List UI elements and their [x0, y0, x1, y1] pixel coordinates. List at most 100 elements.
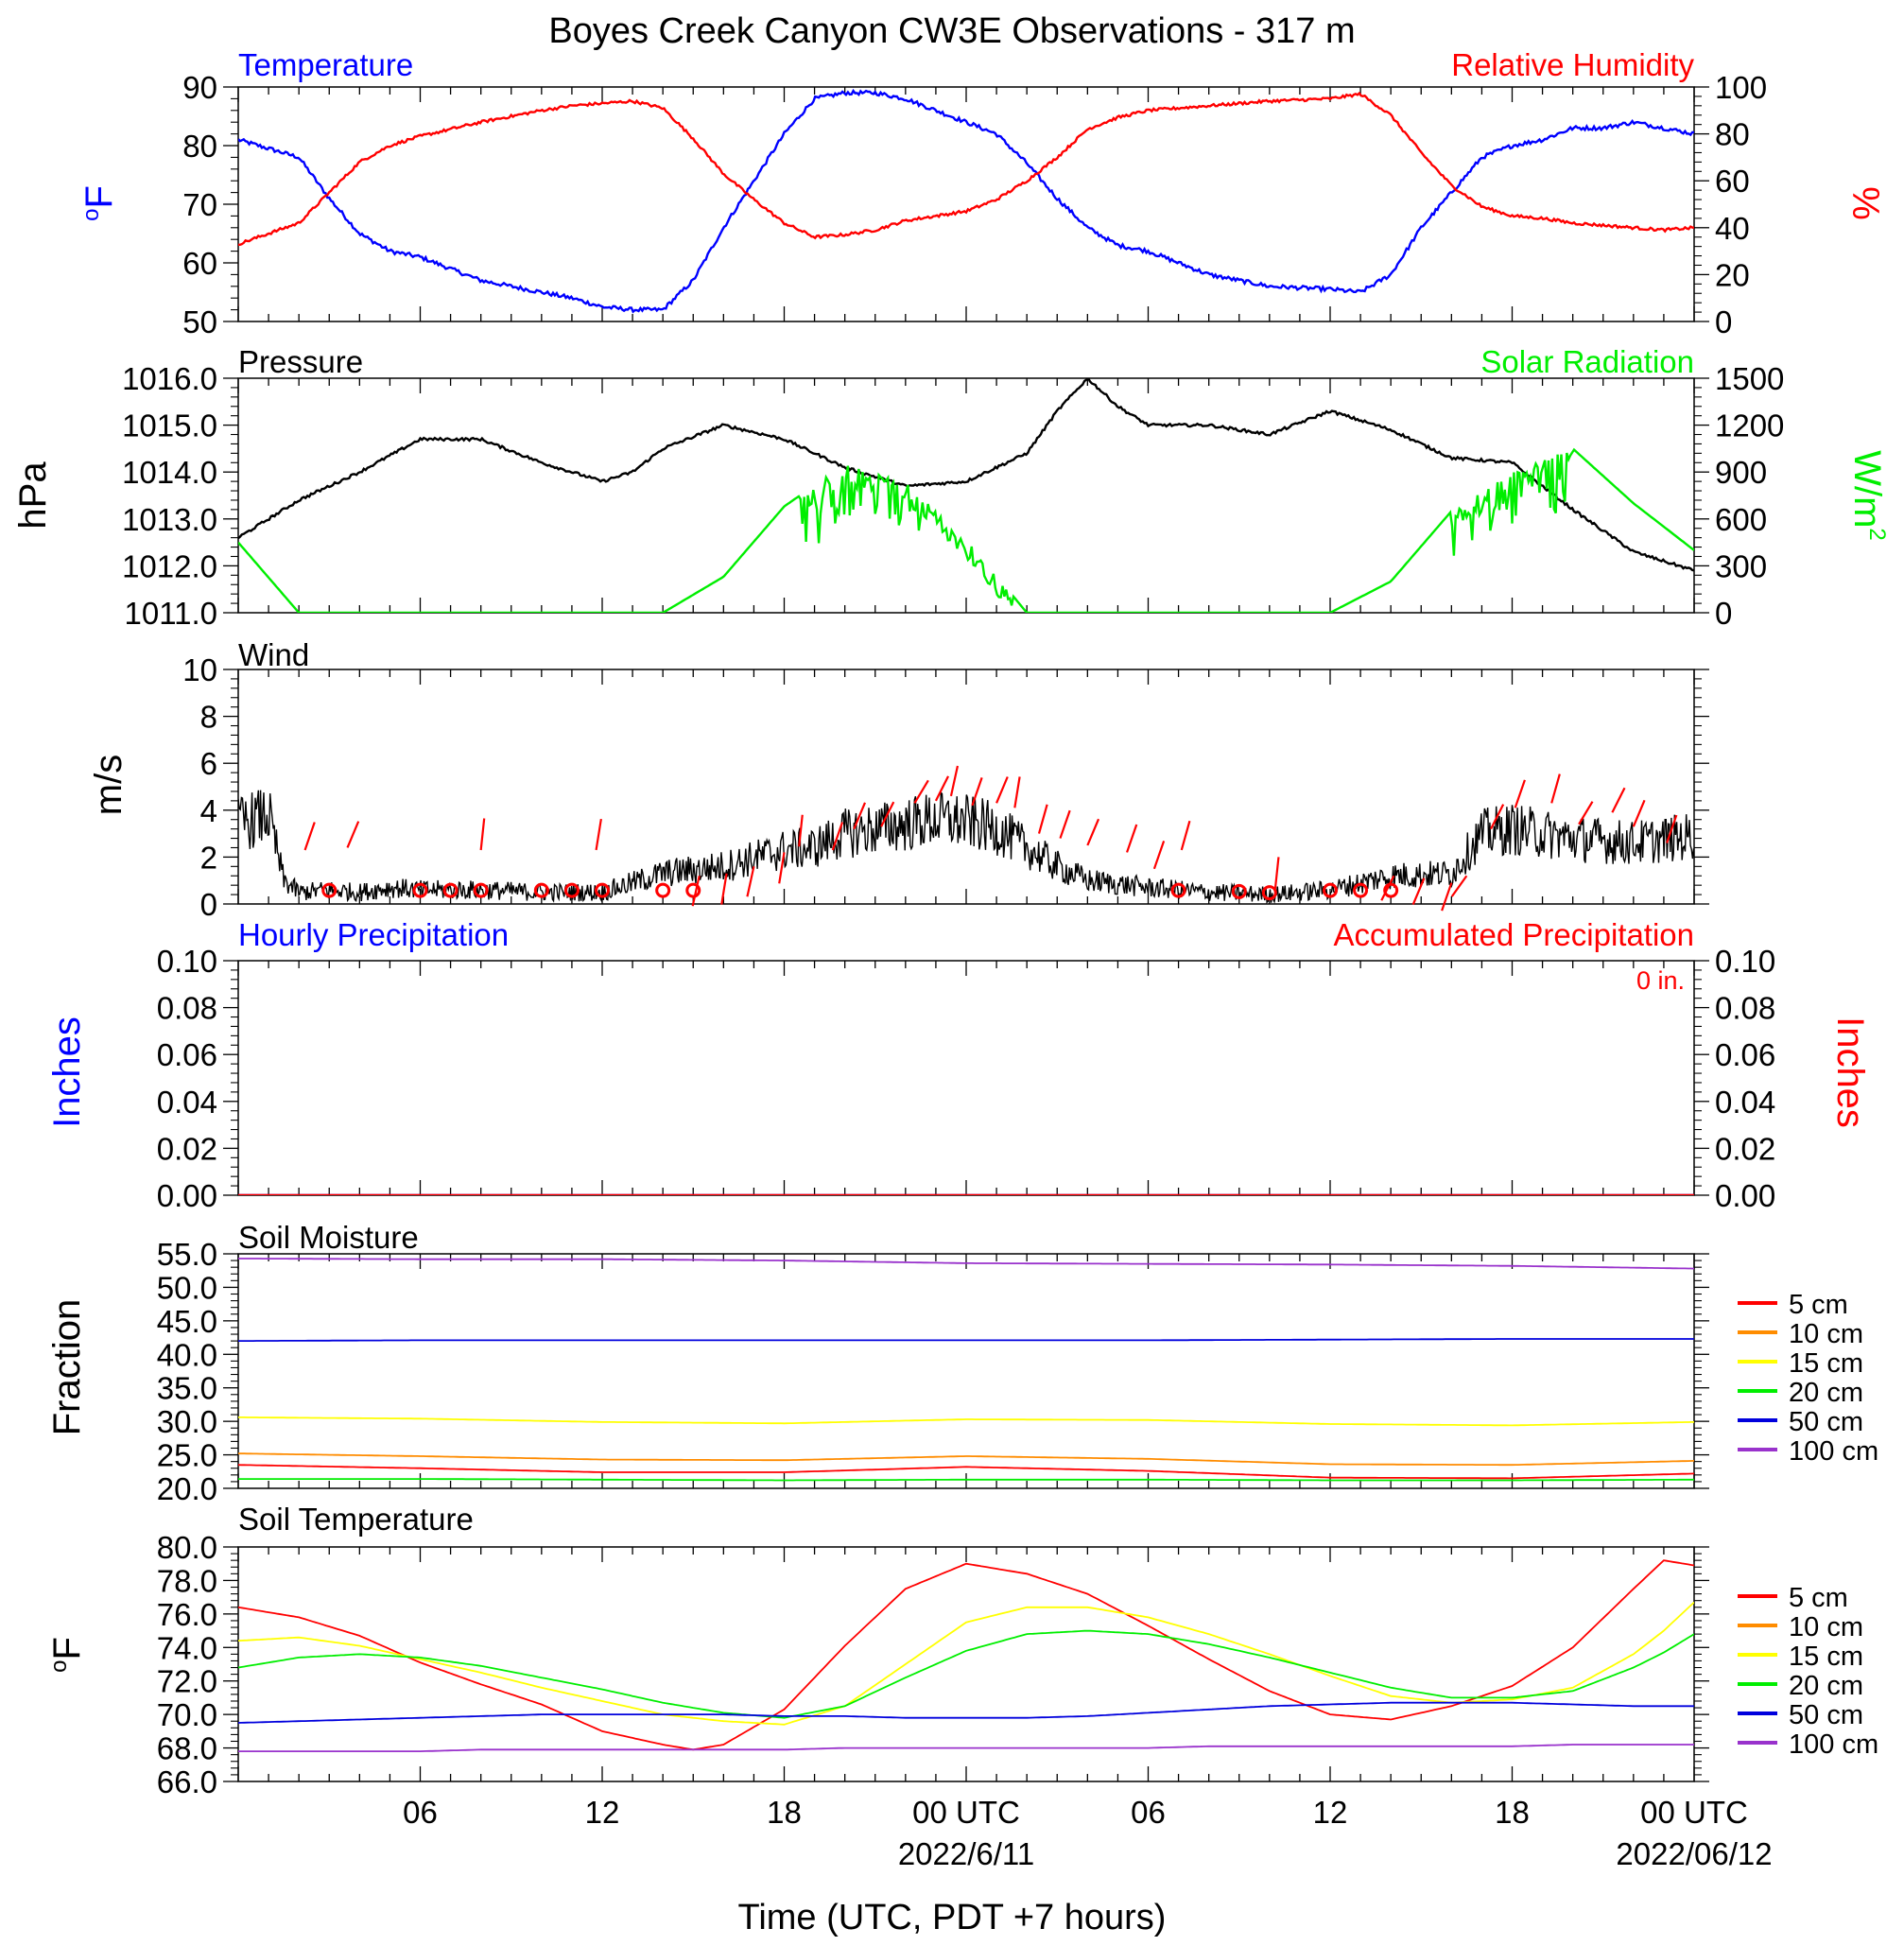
series-line-100-cm: [238, 1258, 1694, 1270]
plot-frame: [237, 669, 1695, 905]
calm-wind-marker: [685, 882, 701, 898]
y-tick-label-left: 40.0: [157, 1337, 217, 1372]
series-line-20-cm: [238, 1478, 1694, 1482]
wind-barb: [798, 814, 804, 847]
hourly-precip-title: Hourly Precipitation: [238, 917, 509, 952]
hourly-precip-axis-label: Inches: [46, 1016, 88, 1128]
y-tick-label-left: 35.0: [157, 1371, 217, 1406]
pressure-title: Pressure: [238, 344, 363, 379]
wind-barb: [1441, 882, 1453, 912]
humidity-axis-label: %: [1844, 186, 1886, 220]
wind-title: Wind: [238, 637, 309, 672]
x-tick-label: 00 UTC: [1640, 1795, 1748, 1830]
temperature-humidity-plot: 50 60 70 80 90 0 20 40 60 80 100: [182, 70, 1767, 339]
y-tick-label-left: 2: [200, 840, 217, 875]
y-tick-label-right: 0.04: [1715, 1085, 1775, 1120]
wind-barb: [1411, 877, 1426, 905]
calm-wind-marker: [1323, 882, 1338, 898]
pressure-solar-panel: Pressure Solar Radiation hPa W/m2 1011.0…: [12, 344, 1890, 631]
y-tick-label-left: 0.02: [157, 1131, 217, 1166]
y-tick-label-left: 90: [182, 70, 217, 105]
wind-barb: [880, 801, 895, 827]
soil-moisture-axis-label: Fraction: [46, 1299, 88, 1436]
wind-barb: [971, 777, 983, 807]
legend-label: 100 cm: [1789, 1436, 1878, 1467]
wind-barb: [479, 818, 486, 851]
wind-barb: [853, 802, 867, 830]
y-tick-label-right: 0.06: [1715, 1037, 1775, 1072]
plot-frame: [237, 1253, 1695, 1489]
y-tick-label-left: 25.0: [157, 1438, 217, 1473]
wind-barb: [346, 821, 360, 848]
calm-wind-marker: [321, 882, 338, 898]
y-tick-label-right: 1500: [1715, 361, 1784, 396]
legend-label: 20 cm: [1789, 1378, 1863, 1408]
soil-moisture-title: Soil Moisture: [238, 1220, 419, 1255]
wind-barb: [746, 866, 755, 897]
y-tick-label-left: 68.0: [157, 1731, 217, 1766]
soil-temperature-axis-label: oF: [46, 1637, 88, 1673]
x-tick-label: 00 UTC: [912, 1795, 1020, 1830]
y-tick-label-left: 1014.0: [122, 455, 217, 490]
calm-wind-marker: [1383, 882, 1399, 898]
wind-barb: [1126, 824, 1138, 853]
y-tick-label-left: 8: [200, 700, 217, 735]
series-line-100-cm: [238, 1744, 1694, 1752]
legend-label: 15 cm: [1789, 1642, 1863, 1672]
figure-title: Boyes Creek Canyon CW3E Observations - 3…: [548, 11, 1355, 51]
temperature-title: Temperature: [238, 47, 413, 82]
y-tick-label-left: 0.00: [157, 1178, 217, 1213]
y-tick-label-right: 100: [1715, 70, 1767, 105]
series-line-15-cm: [238, 1416, 1694, 1427]
y-tick-label-left: 1016.0: [122, 361, 217, 396]
calm-wind-marker: [1261, 885, 1277, 901]
series-line-50-cm: [238, 1338, 1694, 1342]
series-line-pressure: [238, 378, 1694, 572]
y-tick-label-right: 0: [1715, 596, 1732, 631]
y-tick-label-right: 20: [1715, 257, 1750, 292]
wind-barb: [1037, 804, 1048, 834]
calm-wind-marker: [412, 882, 428, 898]
legend-label: 100 cm: [1789, 1729, 1878, 1760]
y-tick-label-right: 900: [1715, 455, 1767, 490]
y-tick-label-right: 1200: [1715, 408, 1784, 443]
x-tick-label: 06: [1131, 1795, 1166, 1830]
legend-label: 50 cm: [1789, 1407, 1863, 1437]
y-tick-label-left: 30.0: [157, 1404, 217, 1439]
y-tick-label-left: 45.0: [157, 1304, 217, 1339]
wind-barb: [691, 876, 701, 907]
y-tick-label-right: 0.00: [1715, 1178, 1775, 1213]
legend-label: 15 cm: [1789, 1348, 1863, 1379]
wind-barb: [1550, 773, 1561, 804]
y-tick-label-left: 0.06: [157, 1037, 217, 1072]
pressure-axis-label: hPa: [12, 461, 54, 530]
plot-frame: [237, 377, 1695, 614]
y-tick-label-left: 0.10: [157, 944, 217, 979]
y-tick-label-right: 80: [1715, 117, 1750, 152]
y-tick-label-right: 0: [1715, 304, 1732, 339]
x-date-label: 2022/6/11: [898, 1836, 1034, 1871]
y-tick-label-left: 70.0: [157, 1697, 217, 1732]
y-tick-label-left: 0.08: [157, 991, 217, 1026]
soil-temperature-title: Soil Temperature: [238, 1502, 474, 1537]
solar-title: Solar Radiation: [1480, 344, 1694, 379]
accum-precip-axis-label: Inches: [1829, 1016, 1871, 1128]
calm-wind-marker: [595, 882, 610, 898]
wind-barb: [1666, 814, 1678, 843]
series-line-relative-humidity: [238, 91, 1694, 246]
pressure-solar-plot: 1011.0 1012.0 1013.0 1014.0 1015.0 1016.0 0 300…: [122, 361, 1784, 631]
time-axis: 06 12 18 00 UTC 06 12 18 00 UTC 2022/6/11 2022/06…: [403, 1795, 1772, 1871]
wind-barb: [934, 775, 950, 802]
wind-barb: [1013, 776, 1021, 808]
x-date-label: 2022/06/12: [1616, 1836, 1772, 1871]
y-tick-label-left: 76.0: [157, 1597, 217, 1632]
y-tick-label-right: 0.08: [1715, 991, 1775, 1026]
y-tick-label-right: 300: [1715, 548, 1767, 583]
accum-precip-total: 0 in.: [1636, 966, 1685, 995]
wind-axis-label: m/s: [88, 755, 130, 815]
wind-barb: [1273, 857, 1280, 889]
wind-barb: [1152, 840, 1166, 870]
legend-label: 50 cm: [1789, 1700, 1863, 1730]
calm-wind-marker: [1231, 883, 1247, 899]
